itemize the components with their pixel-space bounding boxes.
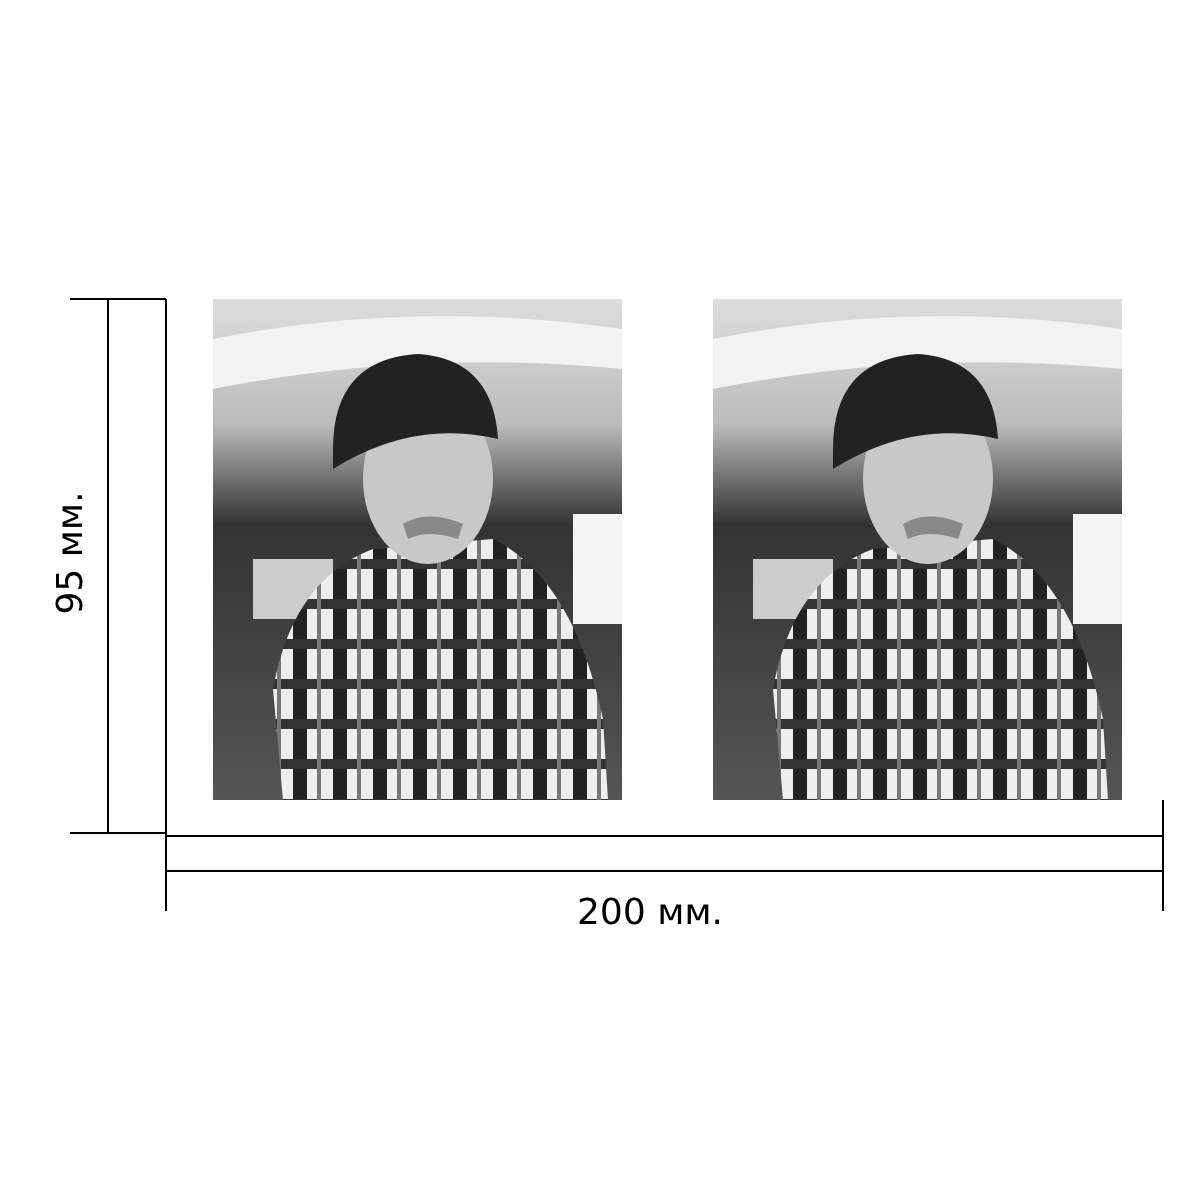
photo-right [713, 299, 1122, 800]
width-label: 200 мм. [577, 892, 723, 933]
height-dimension: 95 мм. [50, 298, 167, 834]
height-label: 95 мм. [50, 491, 91, 614]
width-dimension: 200 мм. [165, 800, 1164, 933]
photo-left [213, 299, 622, 800]
